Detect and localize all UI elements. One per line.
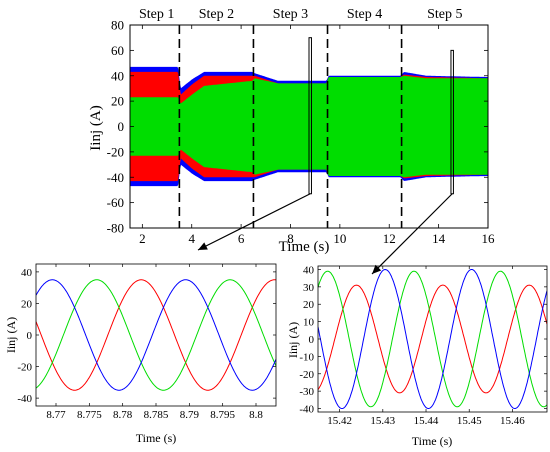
- y-tick-label: -10: [299, 351, 314, 363]
- phase-c-waveform: [318, 268, 547, 410]
- y-tick-label: 20: [111, 94, 124, 109]
- x-tick-label: 8.775: [77, 409, 102, 421]
- y-tick-label: 30: [303, 282, 315, 294]
- x-tick-label: 8.795: [210, 409, 235, 421]
- y-tick-label: -40: [299, 404, 314, 416]
- x-tick-label: 8.79: [180, 409, 200, 421]
- zoom-chart-right: 15.42 15.43 15.44 15.45 15.46 -40 -30 -20 -10 0 10…: [286, 264, 548, 448]
- x-tick-label: 15.42: [327, 415, 352, 427]
- x-tick-label: 2: [139, 231, 146, 246]
- y-tick-label: 60: [111, 43, 124, 58]
- y-tick-label: -80: [107, 221, 124, 236]
- y-tick-label: -60: [107, 195, 124, 210]
- zoom-left-x-axis-label: Time (s): [136, 431, 177, 445]
- phase-c-waveform: [36, 279, 276, 391]
- y-tick-label: -30: [299, 386, 314, 398]
- x-tick-label: 4: [188, 231, 195, 246]
- zoom-right-waveforms: [318, 268, 547, 410]
- zoom-left-y-axis-label: Iinj (A): [4, 317, 18, 353]
- step-label: Step 1: [139, 7, 174, 22]
- x-tick-label: 8.77: [46, 409, 66, 421]
- main-axes-ticks: 2 4 6 8 10 12 14 16 -80 -60 -40 -20 0 20 40 60 80: [107, 18, 495, 247]
- zoom-right-ticks: 15.42 15.43 15.44 15.45 15.46 -40 -30 -20 -10 0 10…: [299, 264, 547, 427]
- y-tick-label: 0: [27, 330, 33, 342]
- x-tick-label: 15.46: [500, 415, 525, 427]
- zoom-left-ticks: 8.77 8.775 8.78 8.785 8.79 8.795 8.8 -40 -20 0 20 4…: [17, 264, 276, 421]
- main-x-axis-label: Time (s): [279, 239, 330, 255]
- zoom-callouts: [197, 37, 454, 275]
- main-y-axis-label: Iinj (A): [88, 105, 104, 150]
- y-tick-label: -20: [299, 369, 314, 381]
- current-envelope: [130, 66, 488, 187]
- main-chart: Step 1 Step 2 Step 3 Step 4 Step 5 2 4 6 8 10 12 1…: [88, 7, 495, 255]
- x-tick-label: 8.8: [249, 409, 263, 421]
- x-tick-label: 10: [333, 231, 346, 246]
- step-markers: Step 1 Step 2 Step 3 Step 4 Step 5: [139, 7, 462, 228]
- y-tick-label: -40: [107, 170, 124, 185]
- phase-b-waveform: [36, 279, 276, 391]
- zoom-chart-left: 8.77 8.775 8.78 8.785 8.79 8.795 8.8 -40 -20 0 20 4…: [4, 263, 277, 445]
- phase-a-waveform: [36, 279, 276, 391]
- y-tick-label: 0: [118, 119, 125, 134]
- x-tick-label: 14: [432, 231, 446, 246]
- x-tick-label: 15.43: [370, 415, 395, 427]
- zoom-left-waveforms: [36, 279, 276, 391]
- y-tick-label: 40: [21, 267, 33, 279]
- step-label: Step 3: [273, 7, 308, 22]
- y-tick-label: 20: [21, 298, 33, 310]
- x-tick-label: 12: [383, 231, 396, 246]
- y-tick-label: 0: [309, 334, 315, 346]
- y-tick-label: 80: [111, 18, 124, 33]
- step-label: Step 5: [427, 7, 462, 22]
- y-tick-label: 20: [303, 299, 315, 311]
- zoom-right-y-axis-label: Iinj (A): [286, 322, 300, 358]
- x-tick-label: 6: [238, 231, 245, 246]
- y-tick-label: -20: [107, 144, 124, 159]
- phase-b-waveform: [318, 270, 547, 408]
- zoom-right-x-axis-label: Time (s): [412, 434, 453, 448]
- step-label: Step 2: [199, 7, 234, 22]
- y-tick-label: 10: [303, 317, 315, 329]
- x-tick-label: 8: [287, 231, 294, 246]
- x-tick-label: 15.45: [457, 415, 482, 427]
- y-tick-label: -40: [17, 393, 32, 405]
- y-tick-label: -20: [17, 362, 32, 374]
- x-tick-label: 16: [482, 231, 496, 246]
- x-tick-label: 15.44: [414, 415, 439, 427]
- phase-a-waveform: [318, 284, 547, 394]
- zoom-arrow: [371, 193, 453, 275]
- y-tick-label: 40: [111, 68, 124, 83]
- zoom-arrow-head: [198, 242, 208, 250]
- x-tick-label: 8.78: [113, 409, 133, 421]
- x-tick-label: 8.785: [144, 409, 169, 421]
- zoom-arrow-head: [372, 264, 382, 274]
- step-label: Step 4: [347, 7, 382, 22]
- zoom-arrow: [197, 193, 311, 251]
- y-tick-label: 40: [303, 264, 315, 276]
